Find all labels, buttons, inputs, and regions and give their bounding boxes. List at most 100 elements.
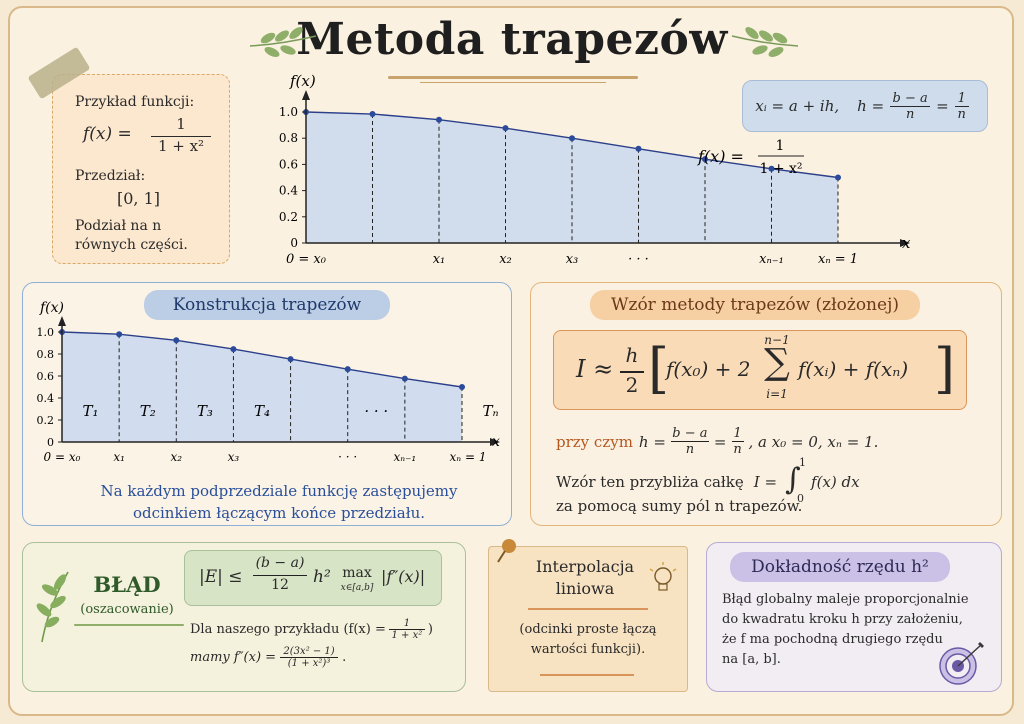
- top-chart: 0 0.2 0.4 0.6 0.8 1.0 f(x) x 0 = x₀ x₁ x₂ x₃ · · …: [279, 72, 911, 267]
- example-fx-den: 1 + x²: [157, 137, 205, 155]
- err-example-line2: mamy f″(x) = 2(3x² − 1) (1 + x²)³ .: [190, 646, 346, 669]
- xi-formula: xᵢ = a + ih,: [755, 97, 840, 115]
- con-trapezoid-label: Tₙ: [483, 402, 499, 420]
- h-den2: n: [957, 106, 966, 122]
- top-data-point: [635, 145, 642, 152]
- top-ytick-label: 1.0: [279, 105, 298, 119]
- main-formula-box: I ≈ h 2 [ f(x₀) + 2 n−1 ∑ i=1 f(xᵢ) + f(…: [553, 330, 967, 410]
- con-data-point: [116, 331, 123, 338]
- example-fx-bar: [151, 136, 211, 137]
- approx-line: Wzór ten przybliża całkę I = ∫ 1 0 f(x) …: [556, 456, 860, 505]
- page-title: Metoda trapezów: [296, 14, 728, 65]
- h-eq: =: [936, 97, 949, 115]
- con-trapezoid-label: T₁: [83, 402, 99, 420]
- top-xtick-label: · · ·: [628, 252, 649, 267]
- con-ytick-label: 0.4: [37, 392, 55, 405]
- err-max-sub: x∈[a,b]: [340, 583, 374, 593]
- err-max: max: [342, 565, 372, 581]
- I-approx: I ≈: [576, 355, 614, 383]
- accuracy-line1: Błąd globalny maleje proporcjonalnie: [722, 592, 969, 607]
- top-xtick-label: xₙ₋₁: [759, 252, 784, 267]
- con-xtick-label: xₙ = 1: [450, 450, 487, 464]
- con-xlabel: x: [492, 434, 500, 450]
- con-ytick-label: 0.2: [37, 414, 55, 427]
- interp-text-line1: (odcinki proste łączą: [519, 622, 657, 637]
- construction-title: Konstrukcja trapezów: [144, 290, 390, 320]
- con-trapezoid-label: T₃: [197, 402, 213, 420]
- where-den: n: [685, 442, 695, 457]
- con-xtick-label: · · ·: [338, 450, 357, 464]
- approx-text2: za pomocą sumy pól n trapezów.: [556, 497, 803, 515]
- err-ex1-num: 1: [403, 618, 411, 629]
- formula-title: Wzór metody trapezów (złożonej): [590, 290, 920, 320]
- h-over-2-den: 2: [625, 373, 639, 397]
- err-rest: h²: [313, 567, 331, 587]
- where-h: h =: [638, 432, 666, 451]
- where-num2: 1: [733, 426, 742, 441]
- con-xtick-label: x₃: [228, 450, 240, 464]
- interval-value: [0, 1]: [117, 189, 161, 208]
- top-xtick-label: xₙ = 1: [818, 252, 858, 267]
- con-ytick-label: 1.0: [37, 326, 55, 339]
- con-curve-line: [61, 331, 463, 388]
- left-bracket-icon: [: [648, 337, 670, 400]
- integrand: f(x) dx: [811, 473, 860, 491]
- int-top: 1: [799, 456, 807, 469]
- err-ex1-pre: Dla naszego przykładu (f(x) =: [190, 622, 386, 637]
- top-xtick-label: x₁: [433, 252, 446, 267]
- err-lhs: |E| ≤: [199, 567, 243, 587]
- con-ytick-label: 0: [47, 436, 54, 449]
- construction-caption-line2: odcinkiem łączącym końce przedziału.: [132, 504, 426, 522]
- right-leaf-ornament-icon: [731, 27, 799, 57]
- top-data-point: [835, 174, 841, 181]
- con-data-point: [173, 337, 180, 344]
- interp-title: Interpolacja liniowa: [520, 556, 650, 600]
- err-ex1-den: 1 + x²: [391, 630, 423, 641]
- con-data-point: [401, 375, 408, 382]
- top-data-point: [768, 165, 775, 172]
- accuracy-line3: że f ma pochodną drugiego rzędu: [722, 632, 943, 647]
- con-data-point: [459, 384, 465, 390]
- err-ex2-den: (1 + x²)³: [287, 658, 331, 669]
- err-den: 12: [271, 577, 289, 593]
- top-data-point: [369, 111, 376, 118]
- error-formula-box: |E| ≤ (b − a) 12 h² max x∈[a,b] |f″(x)|: [184, 550, 442, 606]
- interp-text-line2: wartości funkcji).: [530, 642, 646, 657]
- construction-caption-line1: Na każdym podprzedziale funkcję zastępuj…: [100, 482, 458, 500]
- where-eq: =: [713, 432, 727, 451]
- con-xtick-label: xₙ₋₁: [393, 450, 416, 464]
- interp-text: (odcinki proste łączą wartości funkcji).: [500, 620, 676, 660]
- accuracy-text: Błąd globalny maleje proporcjonalnie do …: [722, 590, 969, 670]
- err-bar: [253, 575, 307, 576]
- top-xtick-label: 0 = x₀: [286, 252, 327, 267]
- con-ytick-label: 0.6: [37, 370, 55, 383]
- interpolation-note: [488, 546, 688, 692]
- accuracy-line4: na [a, b].: [722, 652, 781, 667]
- top-xtick-label: x₃: [566, 252, 579, 267]
- err-ex2-pre: mamy f″(x) =: [190, 650, 277, 665]
- branch-leaf-icon: [36, 571, 69, 643]
- int-bottom: 0: [797, 492, 805, 505]
- interp-title-line2: liniowa: [555, 579, 615, 598]
- err-fpp: |f″(x)|: [381, 567, 426, 586]
- err-num: (b − a): [255, 555, 305, 571]
- h-over-2-num: h: [625, 343, 639, 367]
- pushpin-icon: [497, 539, 516, 563]
- example-function-box: Przykład funkcji: f(x) = 1 1 + x² Przedz…: [52, 74, 230, 264]
- where-line: przy czym h = b − a n = 1 n , a x₀ = 0, …: [556, 426, 878, 457]
- title-underline-thin: [420, 82, 606, 83]
- integral-sign-icon: ∫: [785, 462, 801, 497]
- h-over-2-bar: [620, 371, 644, 373]
- con-y-arrow-icon: [58, 316, 66, 326]
- top-data-point: [436, 116, 442, 123]
- example-heading: Przykład funkcji:: [75, 94, 195, 110]
- con-trapezoid-label: · · ·: [364, 402, 388, 420]
- err-ex1-post: ): [427, 622, 433, 637]
- con-ylabel: f(x): [39, 300, 64, 316]
- top-ylabel: f(x): [289, 72, 316, 90]
- top-ytick-label: 0.6: [279, 157, 298, 171]
- top-ytick-label: 0: [290, 236, 298, 250]
- con-xtick-label: x₂: [170, 450, 182, 464]
- con-data-point: [344, 366, 351, 373]
- construction-caption: Na każdym podprzedziale funkcję zastępuj…: [64, 480, 494, 524]
